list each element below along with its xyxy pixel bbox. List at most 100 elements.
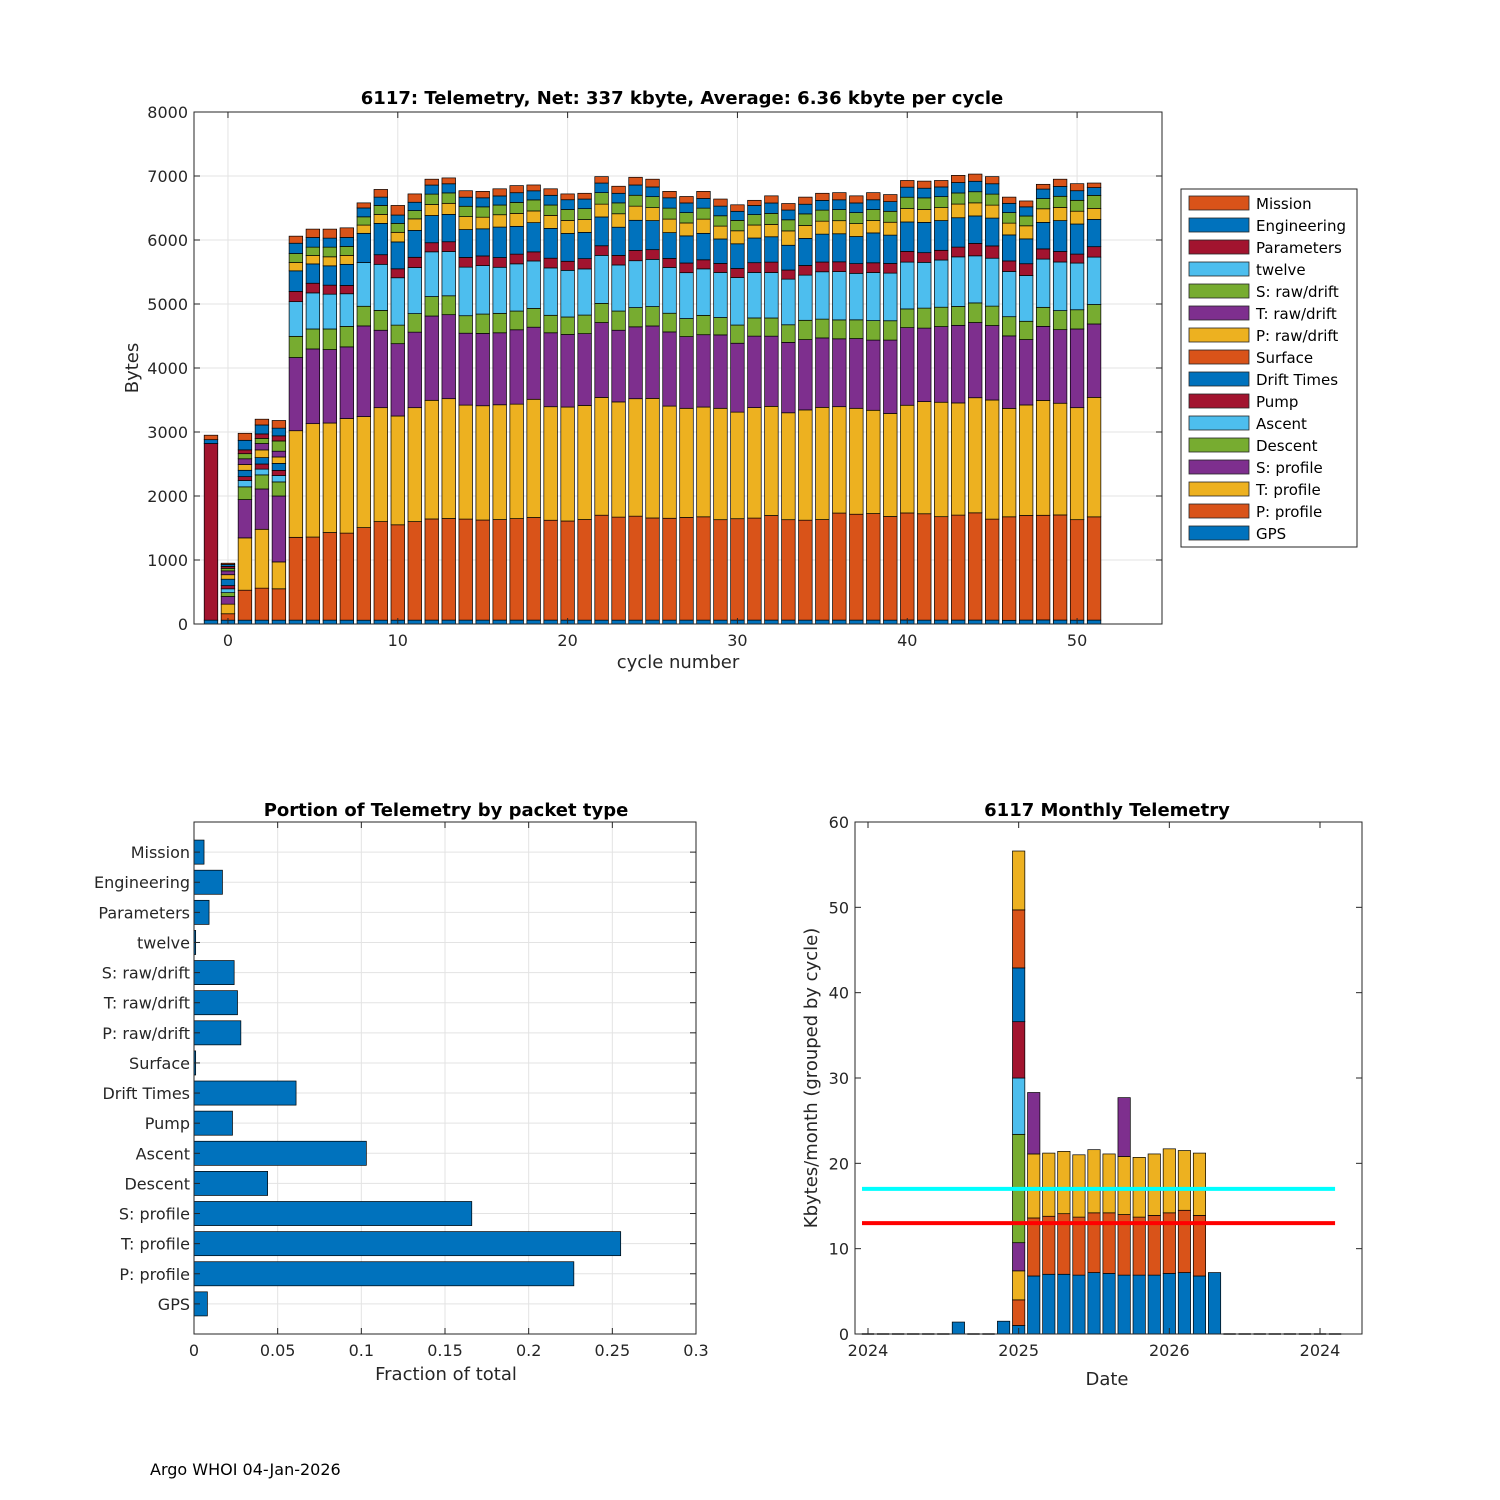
chart1-bar-segment bbox=[679, 517, 694, 621]
chart1-bar-segment bbox=[900, 208, 915, 223]
chart1-bar-segment bbox=[815, 271, 830, 320]
chart1-bar-segment bbox=[883, 194, 898, 202]
chart1-bar-segment bbox=[543, 406, 558, 521]
chart1-bar-segment bbox=[985, 183, 1000, 195]
chart1-bar-segment bbox=[696, 198, 711, 209]
chart1-bar-segment bbox=[1002, 260, 1017, 272]
chart1-bar-segment bbox=[203, 443, 219, 621]
chart3-bar-segment bbox=[997, 1320, 1011, 1335]
chart3-bar-segment bbox=[1087, 1149, 1101, 1214]
chart1-bar-segment bbox=[509, 310, 524, 331]
chart1-bar-segment bbox=[271, 588, 287, 621]
chart1-bar-segment bbox=[815, 261, 830, 273]
chart1-legend-swatch bbox=[1188, 305, 1250, 321]
chart1-legend: Mission Engineering Parameters twelve S: raw… bbox=[1180, 188, 1358, 548]
chart1-bar-segment bbox=[1069, 519, 1085, 621]
chart1-bar-segment bbox=[288, 262, 304, 272]
chart1-bar-segment bbox=[441, 619, 456, 625]
chart1-bar-segment bbox=[1086, 187, 1102, 196]
chart1-bar-segment bbox=[356, 207, 371, 218]
chart3-bar-segment bbox=[1072, 1274, 1086, 1335]
chart1-bar-segment bbox=[900, 404, 915, 514]
chart1-bar-segment bbox=[781, 412, 796, 521]
chart1-legend-label: Drift Times bbox=[1256, 371, 1338, 389]
chart1-bar-segment bbox=[475, 255, 490, 266]
chart1-bar-segment bbox=[237, 469, 253, 478]
chart1-bar-segment bbox=[883, 413, 898, 517]
chart1-bar-segment bbox=[764, 619, 779, 625]
chart1-bar-segment bbox=[1002, 335, 1017, 409]
chart1-bar-segment bbox=[1002, 271, 1017, 318]
chart1-bar-segment bbox=[866, 409, 881, 514]
chart1-bar-segment bbox=[577, 619, 592, 625]
chart1-bar-segment bbox=[628, 260, 643, 308]
chart1-bar-segment bbox=[390, 343, 405, 417]
chart2-category-label: T: profile bbox=[120, 1235, 190, 1254]
chart1-bar-segment bbox=[407, 218, 422, 231]
chart2-bar bbox=[193, 1171, 268, 1196]
chart1-bar-segment bbox=[917, 513, 932, 621]
chart1-bar-segment bbox=[322, 228, 338, 239]
chart1-bar-segment bbox=[645, 259, 660, 307]
chart1-xtick-label: 30 bbox=[727, 631, 747, 650]
chart3-bar-segment bbox=[1042, 1273, 1056, 1335]
chart1-bar-segment bbox=[1002, 316, 1017, 337]
chart1-bar-segment bbox=[866, 272, 881, 321]
chart3-bar-segment bbox=[1117, 1274, 1131, 1335]
chart1-bar-segment bbox=[288, 619, 304, 625]
chart1-bar-segment bbox=[934, 249, 949, 261]
chart1-bar-segment bbox=[764, 224, 779, 238]
chart1-bar-segment bbox=[696, 314, 711, 336]
chart1-bar-segment bbox=[781, 519, 796, 621]
chart1-bar-segment bbox=[305, 228, 321, 238]
chart1-bar-segment bbox=[985, 217, 1000, 247]
chart1-bar-segment bbox=[543, 188, 558, 196]
chart1-legend-swatch bbox=[1188, 349, 1250, 365]
chart2-category-label: P: profile bbox=[119, 1265, 190, 1284]
chart1-bar-segment bbox=[577, 208, 592, 220]
chart1-bar-segment bbox=[1069, 253, 1085, 264]
chart1-bar-segment bbox=[407, 331, 422, 409]
chart1-bar-segment bbox=[577, 198, 592, 210]
chart1-bar-segment bbox=[815, 406, 830, 520]
chart3-bar-segment bbox=[1027, 1153, 1041, 1219]
chart1-bar-segment bbox=[934, 401, 949, 518]
chart1-bar-segment bbox=[424, 315, 439, 401]
chart1-bar-segment bbox=[203, 619, 219, 625]
chart1-bar-segment bbox=[968, 255, 983, 304]
chart1-bar-segment bbox=[832, 512, 847, 621]
chart1-bar-segment bbox=[798, 619, 813, 625]
chart1-bar-segment bbox=[594, 514, 609, 621]
chart2-category-label: P: raw/drift bbox=[102, 1024, 190, 1043]
chart1-bar-segment bbox=[526, 260, 541, 309]
chart1-bar-segment bbox=[985, 193, 1000, 206]
chart1-bar-segment bbox=[696, 259, 711, 270]
chart3-bar-segment bbox=[1012, 1021, 1026, 1079]
chart1-bar-segment bbox=[1086, 256, 1102, 305]
chart1-bar-segment bbox=[713, 272, 728, 318]
chart1-bar-segment bbox=[424, 193, 439, 205]
chart1-bar-segment bbox=[1002, 212, 1017, 224]
chart1-xtick-label: 10 bbox=[388, 631, 408, 650]
chart2-title: Portion of Telemetry by packet type bbox=[264, 800, 629, 821]
chart3-bar-segment bbox=[951, 1321, 965, 1335]
chart1-bar-segment bbox=[492, 214, 507, 228]
telemetry-by-cycle-chart: 0 10 20 30 40 50 0 1000 2000 3000 4000 5000 6000 7000… bbox=[122, 88, 1358, 673]
chart1-bar-segment bbox=[611, 255, 626, 266]
chart1-bar-segment bbox=[356, 325, 371, 417]
chart2-bar bbox=[193, 1231, 622, 1257]
chart1-legend-label: T: raw/drift bbox=[1255, 305, 1337, 323]
chart1-bar-segment bbox=[390, 324, 405, 345]
chart2-category-label: Surface bbox=[129, 1054, 190, 1073]
chart1-bar-segment bbox=[492, 188, 507, 197]
chart1-bar-segment bbox=[611, 202, 626, 215]
chart1-bar-segment bbox=[509, 225, 524, 255]
chart1-bar-segment bbox=[832, 220, 847, 235]
chart1-bar-segment bbox=[441, 241, 456, 252]
chart1-bar-segment bbox=[1035, 325, 1051, 401]
chart1-bar-segment bbox=[492, 332, 507, 406]
chart3-bar-segment bbox=[1192, 1275, 1206, 1335]
chart1-bar-segment bbox=[730, 518, 745, 621]
chart1-bar-segment bbox=[390, 231, 405, 243]
chart1-bar-segment bbox=[407, 230, 422, 258]
